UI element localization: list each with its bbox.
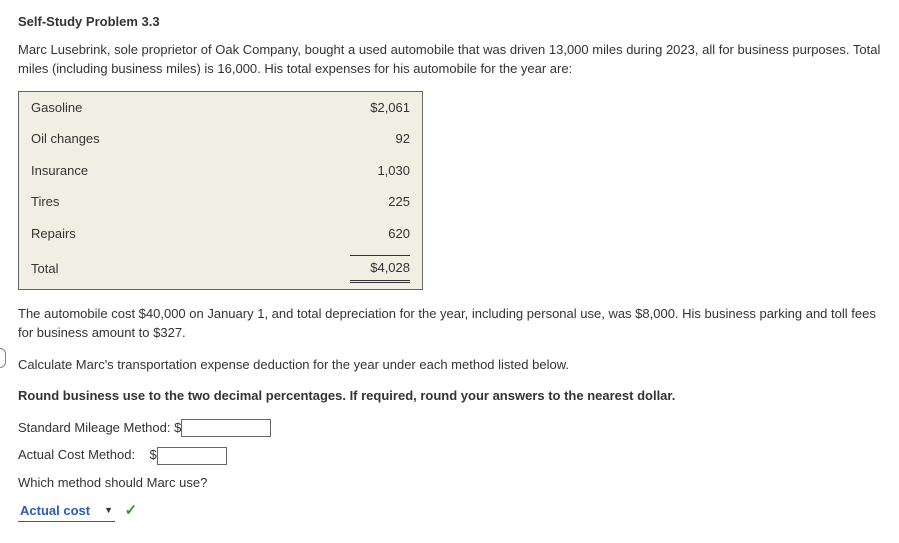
page-edge-marker [0,348,6,368]
problem-heading: Self-Study Problem 3.3 [18,12,881,32]
expense-label: Insurance [19,155,303,187]
std-mileage-label: Standard Mileage Method: $ [18,420,181,435]
actual-cost-label: Actual Cost Method: [18,447,135,462]
caret-down-icon: ▼ [104,504,113,518]
method-select[interactable]: Actual cost ▼ [18,501,115,522]
cost-paragraph: The automobile cost $40,000 on January 1… [18,304,881,343]
expense-label: Repairs [19,218,303,250]
table-total-row: Total $4,028 [19,249,423,289]
actual-cost-input[interactable] [157,447,227,465]
std-mileage-line: Standard Mileage Method: $ [18,418,881,438]
expense-amount: 1,030 [303,155,423,187]
expense-amount: $2,061 [303,91,423,123]
table-row: Repairs 620 [19,218,423,250]
expense-amount: 92 [303,123,423,155]
total-label: Total [19,249,303,289]
expense-label: Tires [19,186,303,218]
expense-label: Gasoline [19,91,303,123]
expense-table: Gasoline $2,061 Oil changes 92 Insurance… [18,91,423,290]
table-row: Oil changes 92 [19,123,423,155]
instruction-paragraph: Calculate Marc's transportation expense … [18,355,881,375]
check-icon: ✓ [125,502,138,519]
expense-amount: 225 [303,186,423,218]
dollar-sign: $ [150,447,157,462]
rounding-instruction: Round business use to the two decimal pe… [18,386,881,406]
table-row: Insurance 1,030 [19,155,423,187]
table-row: Tires 225 [19,186,423,218]
actual-cost-line: Actual Cost Method: $ [18,445,881,465]
std-mileage-input[interactable] [181,419,271,437]
method-select-line: Actual cost ▼ ✓ [18,500,881,523]
intro-paragraph: Marc Lusebrink, sole proprietor of Oak C… [18,40,881,79]
method-select-value: Actual cost [20,501,90,521]
which-method-question: Which method should Marc use? [18,473,881,493]
total-amount: $4,028 [303,249,423,289]
expense-label: Oil changes [19,123,303,155]
table-row: Gasoline $2,061 [19,91,423,123]
expense-amount: 620 [303,218,423,250]
